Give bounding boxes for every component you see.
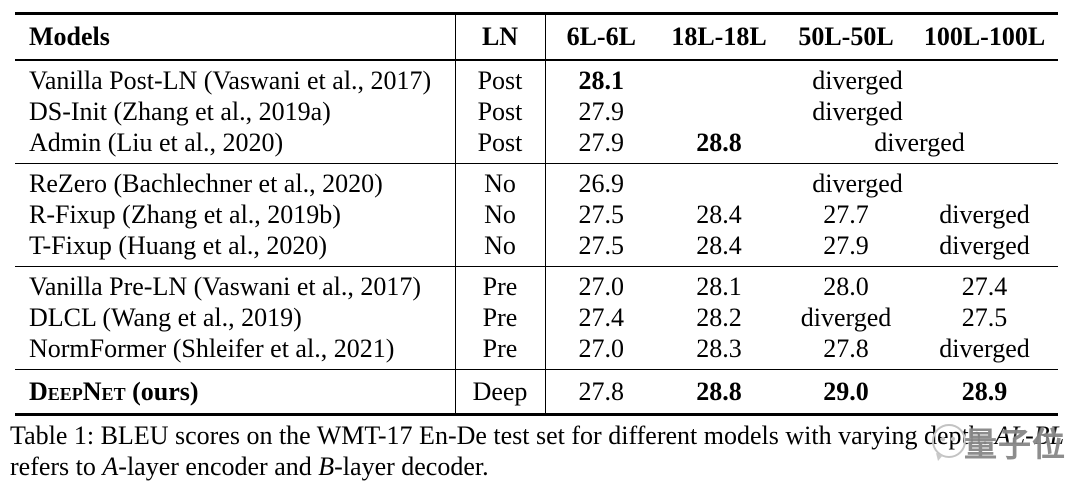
table-row: DeepNet (ours) Deep 27.8 28.8 29.0 28.9 [15,369,1058,415]
results-table: Models LN 6L-6L 18L-18L 50L-50L 100L-100… [15,12,1058,416]
caption-text: refers to [10,452,103,481]
cell-score: 28.1 [696,271,742,301]
no-ln-group: ReZero (Bachlechner et al., 2020) No 26.… [15,163,1058,267]
cell-diverged: diverged [939,199,1030,229]
cell-score: 28.8 [696,376,742,406]
table-row: ReZero (Bachlechner et al., 2020) No 26.… [15,163,1058,199]
cell-model: ReZero (Bachlechner et al., 2020) [29,168,383,198]
cell-ln: Pre [454,266,546,302]
table-row: DLCL (Wang et al., 2019) Pre 27.4 28.2 d… [15,302,1058,333]
cell-ln: Post [454,127,546,164]
table-row: Vanilla Post-LN (Vaswani et al., 2017) P… [15,60,1058,96]
cell-score: 28.4 [696,199,742,229]
col-header-100l-100l: 100L-100L [911,13,1058,61]
cell-ln: Post [454,60,546,96]
cell-ln: No [454,163,546,199]
pre-ln-group: Vanilla Pre-LN (Vaswani et al., 2017) Pr… [15,266,1058,370]
cell-score: 27.9 [823,230,869,260]
cell-score: 27.4 [578,302,625,332]
cell-ln: Pre [454,333,546,370]
post-ln-group: Vanilla Post-LN (Vaswani et al., 2017) P… [15,60,1058,164]
deepnet-name: DeepNet [29,376,126,406]
cell-ln: Post [454,96,546,127]
cell-score: 27.8 [578,376,625,406]
cell-score: 27.0 [578,271,625,301]
cell-score: 28.8 [696,127,742,157]
cell-model: Admin (Liu et al., 2020) [29,127,284,157]
cell-diverged: diverged [800,302,892,332]
cell-score: 28.4 [696,230,742,260]
cell-score: 29.0 [823,376,869,406]
caption-text: -layer encoder and [118,452,319,481]
cell-score: 26.9 [578,168,625,198]
cell-score: 27.4 [961,271,1008,301]
cell-diverged: diverged [812,96,903,126]
cell-score: 28.2 [696,302,742,332]
table-row: R-Fixup (Zhang et al., 2019b) No 27.5 28… [15,199,1058,230]
table-row: T-Fixup (Huang et al., 2020) No 27.5 28.… [15,230,1058,267]
caption-math: AL-BL [994,421,1065,450]
cell-diverged: diverged [812,168,903,198]
deepnet-group: DeepNet (ours) Deep 27.8 28.8 29.0 28.9 [15,369,1058,415]
caption-line-2: refers to A-layer encoder and B-layer de… [10,451,1068,482]
table-caption: Table 1: BLEU scores on the WMT-17 En-De… [10,420,1068,482]
cell-score: 27.9 [578,127,625,157]
cell-model: T-Fixup (Huang et al., 2020) [29,230,327,260]
col-header-models: Models [15,13,455,61]
cell-ln: Deep [454,369,546,415]
col-header-ln: LN [454,13,546,61]
cell-diverged: diverged [939,230,1030,260]
cell-score: 28.1 [578,65,625,95]
cell-model: R-Fixup (Zhang et al., 2019b) [29,199,341,229]
cell-ln: Pre [454,302,546,333]
cell-model: Vanilla Post-LN (Vaswani et al., 2017) [29,65,432,95]
cell-score: 27.0 [578,333,625,363]
caption-text: -layer decoder. [334,452,489,481]
cell-model-deepnet: DeepNet (ours) [15,370,455,415]
cell-score: 27.5 [961,302,1008,332]
col-header-6l-6l: 6L-6L [545,13,657,61]
cell-diverged: diverged [939,333,1030,363]
deepnet-suffix: (ours) [125,376,199,406]
col-header-18l-18l: 18L-18L [657,13,781,61]
table-row: Vanilla Pre-LN (Vaswani et al., 2017) Pr… [15,266,1058,302]
cell-score: 28.0 [823,271,869,301]
cell-score: 27.5 [578,199,625,229]
table-row: DS-Init (Zhang et al., 2019a) Post 27.9 … [15,96,1058,127]
cell-score: 28.9 [961,376,1008,406]
col-header-50l-50l: 50L-50L [781,13,911,61]
caption-text: Table 1: BLEU scores on the WMT-17 En-De… [10,421,995,450]
cell-model: NormFormer (Shleifer et al., 2021) [29,333,395,363]
table-row: NormFormer (Shleifer et al., 2021) Pre 2… [15,333,1058,370]
cell-model: DLCL (Wang et al., 2019) [29,302,302,332]
cell-score: 27.8 [823,333,869,363]
cell-diverged: diverged [874,127,965,157]
cell-score: 27.5 [578,230,625,260]
cell-score: 27.7 [823,199,869,229]
header-row: Models LN 6L-6L 18L-18L 50L-50L 100L-100… [15,13,1058,61]
cell-model: Vanilla Pre-LN (Vaswani et al., 2017) [29,271,422,301]
cell-model: DS-Init (Zhang et al., 2019a) [29,96,331,126]
caption-math: B [318,452,335,481]
caption-line-1: Table 1: BLEU scores on the WMT-17 En-De… [10,420,1068,451]
cell-score: 27.9 [578,96,625,126]
cell-score: 28.3 [696,333,742,363]
caption-math: A [102,452,119,481]
table-row: Admin (Liu et al., 2020) Post 27.9 28.8 … [15,127,1058,164]
results-table-wrap: Models LN 6L-6L 18L-18L 50L-50L 100L-100… [15,12,1058,416]
cell-ln: No [454,199,546,230]
cell-diverged: diverged [812,65,903,95]
cell-ln: No [454,230,546,267]
